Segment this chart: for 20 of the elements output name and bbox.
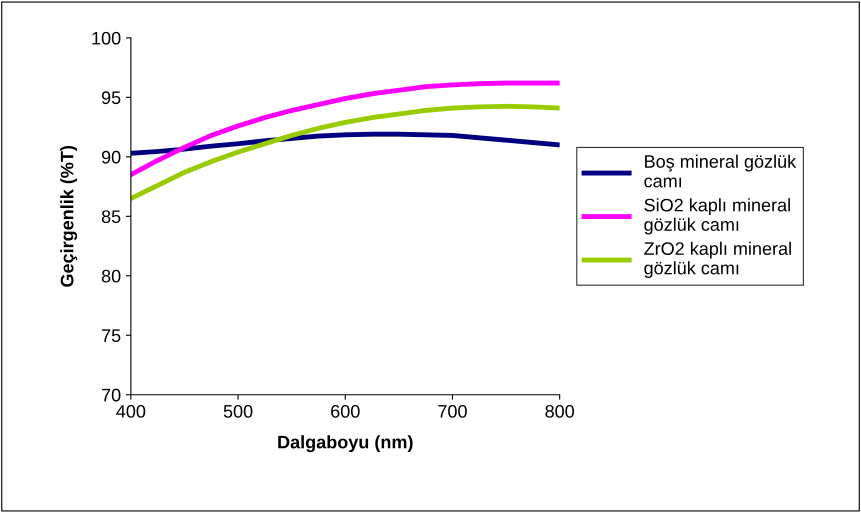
x-tick-label: 500 [224, 404, 252, 418]
x-tick-label: 400 [116, 404, 146, 418]
y-tick-label: 90 [102, 150, 120, 164]
line-series [130, 80, 560, 178]
y-tick-label: 80 [102, 270, 120, 283]
line-series [130, 104, 560, 201]
x-tick-label: 700 [438, 404, 467, 418]
y-tick-label: 70 [102, 388, 120, 402]
legend-label: SiO2 kaplı mineral gözlük camı [644, 198, 790, 234]
y-tick-label: 85 [102, 210, 120, 224]
y-tick-label: 100 [92, 32, 120, 45]
line-series [130, 132, 560, 156]
x-tick-label: 600 [331, 404, 360, 418]
x-tick-label: 800 [545, 404, 574, 418]
legend-label: ZrO2 kaplı mineral gözlük camı [644, 242, 791, 278]
y-axis-title: Geçirgenlik (%T) [60, 146, 78, 287]
y-tick-label: 95 [102, 91, 120, 104]
y-tick-label: 75 [102, 329, 120, 342]
legend-label: Boş mineral gözlük camı [644, 154, 796, 188]
x-axis-title: Dalgaboyu (nm) [278, 435, 413, 452]
